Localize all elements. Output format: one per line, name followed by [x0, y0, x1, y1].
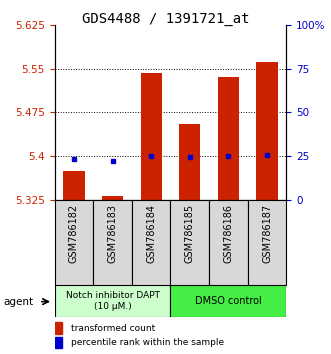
- Text: GSM786185: GSM786185: [185, 204, 195, 263]
- Text: GDS4488 / 1391721_at: GDS4488 / 1391721_at: [82, 12, 249, 27]
- Bar: [209, 200, 248, 285]
- Text: GSM786184: GSM786184: [146, 204, 156, 263]
- Bar: [218, 78, 239, 200]
- Bar: [141, 73, 162, 200]
- Bar: [132, 200, 170, 285]
- Text: Notch inhibitor DAPT
(10 μM.): Notch inhibitor DAPT (10 μM.): [66, 291, 160, 310]
- Bar: [55, 200, 93, 285]
- Bar: [179, 124, 200, 200]
- Bar: [93, 200, 132, 285]
- Bar: [55, 337, 62, 348]
- Bar: [257, 62, 278, 200]
- Bar: [170, 200, 209, 285]
- Text: GSM786187: GSM786187: [262, 204, 272, 263]
- Bar: [248, 200, 286, 285]
- Text: GSM786183: GSM786183: [108, 204, 118, 263]
- Text: percentile rank within the sample: percentile rank within the sample: [71, 338, 224, 347]
- Text: transformed count: transformed count: [71, 324, 155, 333]
- Text: agent: agent: [3, 297, 33, 307]
- Bar: [55, 322, 62, 334]
- Bar: [55, 285, 170, 317]
- Text: GSM786182: GSM786182: [69, 204, 79, 263]
- Text: DMSO control: DMSO control: [195, 296, 262, 306]
- Bar: [63, 171, 84, 200]
- Bar: [102, 196, 123, 200]
- Text: GSM786186: GSM786186: [223, 204, 233, 263]
- Bar: [170, 285, 286, 317]
